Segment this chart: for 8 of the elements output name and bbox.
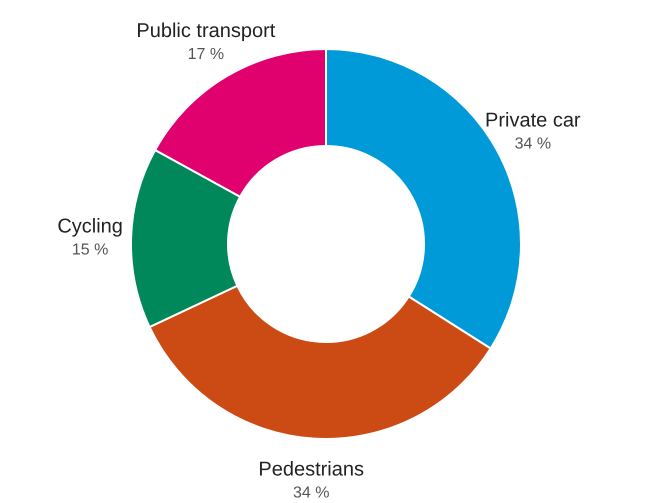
data-label: 34 % [514, 135, 552, 152]
slice-label: Cycling [57, 216, 123, 238]
data-label: 34 % [292, 484, 330, 502]
data-label: 15 % [72, 242, 108, 259]
slice-label: Private car [485, 109, 581, 132]
slice-label: Pedestrians [258, 458, 364, 481]
data-label: 17 % [188, 46, 224, 63]
slice-label: Public transport [136, 20, 276, 42]
